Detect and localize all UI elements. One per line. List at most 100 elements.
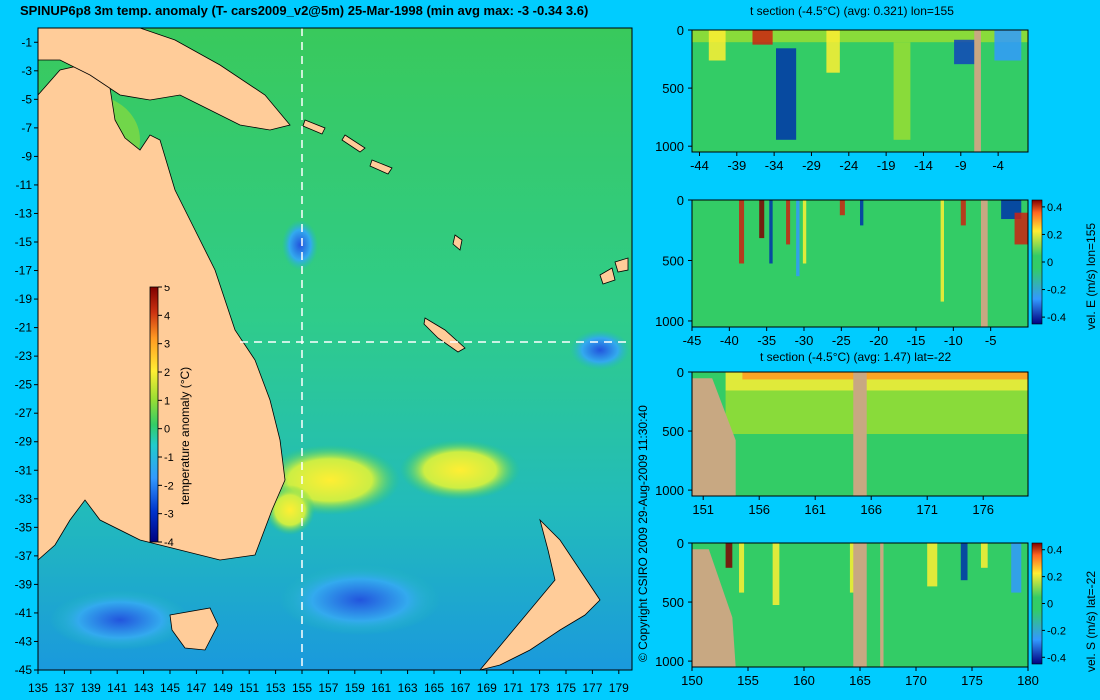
- panel-x-tick: 180: [1017, 673, 1039, 688]
- map-lon-tick: 149: [213, 681, 233, 695]
- map-colorbar-tick: -2: [164, 480, 174, 492]
- panel-x-tick: 151: [692, 502, 714, 517]
- panel-colorbar-tick: -0.2: [1047, 285, 1066, 297]
- panel-x-tick: -35: [757, 333, 776, 348]
- map-lat-tick: -35: [15, 520, 33, 534]
- tasmania-land: [169, 607, 219, 651]
- map-lat-tick: -3: [21, 64, 32, 78]
- panel-y-tick: 500: [662, 424, 684, 439]
- map-colorbar-tick: 2: [164, 367, 170, 379]
- panel-x-tick: -40: [720, 333, 739, 348]
- panel-colorbar-tick: 0.4: [1047, 545, 1062, 557]
- map-colorbar-tick: -4: [164, 537, 174, 549]
- map-lon-tick: 155: [292, 681, 312, 695]
- map-lat-tick: -5: [21, 92, 32, 106]
- panel-4-colorbar-label: vel. S (m/s) lat=-22: [1084, 570, 1098, 672]
- panel-x-tick: -4: [992, 158, 1004, 173]
- map-lat-tick: -11: [16, 178, 33, 192]
- map-lat-tick: -33: [15, 492, 33, 506]
- map-lat-tick: -15: [15, 235, 33, 249]
- panel-x-tick: -14: [914, 158, 933, 173]
- panel-x-tick: 171: [916, 502, 938, 517]
- panel-x-tick: 170: [905, 673, 927, 688]
- map-lat-tick: -45: [15, 663, 33, 677]
- map-lat-tick: -37: [15, 549, 33, 563]
- map-lon-tick: 179: [609, 681, 629, 695]
- map-lat-tick: -17: [15, 264, 33, 278]
- panel-x-tick: 150: [681, 673, 703, 688]
- section-panel-4: 0 500 1000 150 155 160 165 170 175 180 0.4 0.2 0 -0.2…: [655, 536, 1066, 688]
- map-lat-tick: -9: [21, 149, 32, 163]
- panel-x-tick: 165: [849, 673, 871, 688]
- panel-x-tick: 166: [860, 502, 882, 517]
- map-title: SPINUP6p8 3m temp. anomaly (T- cars2009_…: [20, 3, 589, 18]
- map-frame: [37, 27, 633, 671]
- panel-x-tick: -5: [985, 333, 997, 348]
- panel-1-title: t section (-4.5°C) (avg: 0.321) lon=155: [750, 4, 954, 18]
- panel-y-tick: 1000: [655, 483, 684, 498]
- panel-x-tick: -19: [877, 158, 896, 173]
- panel-colorbar-tick: 0: [1047, 257, 1053, 269]
- map-lon-tick: 153: [266, 681, 286, 695]
- panel-colorbar-tick: 0.2: [1047, 572, 1062, 584]
- map-colorbar-tick: 1: [164, 395, 170, 407]
- panel-y-tick: 500: [662, 595, 684, 610]
- panel-colorbar-tick: -0.4: [1047, 312, 1066, 324]
- panel-x-tick: -30: [795, 333, 814, 348]
- map-lat-tick: -23: [15, 349, 33, 363]
- map-lon-tick: 143: [134, 681, 154, 695]
- map-lon-tick: 163: [398, 681, 418, 695]
- map-colorbar-tick: 5: [164, 285, 170, 294]
- section-panel-2: 0 500 1000 -45 -40 -35 -30 -25 -20 -15 -10 -5 0.4 0.2…: [655, 193, 1066, 348]
- panel-x-tick: -20: [869, 333, 888, 348]
- panel-x-tick: -25: [832, 333, 851, 348]
- panel-x-tick: -15: [907, 333, 926, 348]
- panel-x-tick: -29: [802, 158, 821, 173]
- map-colorbar-label: temperature anomaly (°C): [178, 366, 192, 505]
- map-lon-tick: 145: [160, 681, 180, 695]
- map-colorbar-tick: 3: [164, 339, 170, 351]
- panel-x-tick: 156: [748, 502, 770, 517]
- panel-3-title: t section (-4.5°C) (avg: 1.47) lat=-22: [760, 350, 952, 364]
- new-guinea-land: [37, 27, 291, 131]
- panel-x-tick: -44: [690, 158, 709, 173]
- map-lon-tick: 165: [424, 681, 444, 695]
- map-lat-tick: -39: [15, 577, 33, 591]
- map-lat-tick: -13: [15, 206, 33, 220]
- temperature-anomaly-map: -1-3-5-7-9-11-13-15-17-19-21-23-25-27-29…: [15, 27, 633, 695]
- section-panel-1: 0 500 1000 -44 -39 -34 -29 -24 -19 -14 -9 -4: [655, 23, 1029, 173]
- map-lon-tick: 167: [450, 681, 470, 695]
- panel-colorbar-tick: 0.2: [1047, 229, 1062, 241]
- panel-y-tick: 1000: [655, 139, 684, 154]
- section-panel-3: 0 500 1000 151 156 161 166 171 176: [655, 365, 1029, 517]
- map-lon-tick: 147: [186, 681, 206, 695]
- panel-y-tick: 500: [662, 81, 684, 96]
- map-ticks: -1-3-5-7-9-11-13-15-17-19-21-23-25-27-29…: [15, 35, 629, 695]
- map-lon-tick: 157: [318, 681, 338, 695]
- panel-y-tick: 0: [677, 536, 684, 551]
- panel-y-tick: 500: [662, 253, 684, 268]
- panel-x-tick: -24: [839, 158, 858, 173]
- panel-x-tick: -39: [727, 158, 746, 173]
- map-colorbar-tick: 4: [164, 310, 170, 322]
- map-lat-tick: -31: [15, 463, 33, 477]
- panel-x-tick: 155: [737, 673, 759, 688]
- panel-x-tick: 160: [793, 673, 815, 688]
- map-lon-tick: 139: [81, 681, 101, 695]
- map-lon-tick: 169: [477, 681, 497, 695]
- map-lat-tick: -27: [15, 406, 33, 420]
- map-lat-tick: -29: [15, 435, 33, 449]
- map-lon-tick: 137: [54, 681, 74, 695]
- map-lat-tick: -1: [21, 35, 32, 49]
- panel-colorbar-tick: -0.2: [1047, 625, 1066, 637]
- map-lat-tick: -41: [15, 606, 33, 620]
- map-lat-tick: -43: [15, 634, 33, 648]
- map-colorbar-tick: -3: [164, 509, 174, 521]
- panel-y-tick: 0: [677, 193, 684, 208]
- new-zealand-land: [478, 518, 601, 671]
- panel-x-tick: -45: [683, 333, 702, 348]
- panel-x-tick: -9: [955, 158, 967, 173]
- map-lat-tick: -7: [21, 121, 32, 135]
- map-lat-tick: -19: [15, 292, 33, 306]
- panel-x-tick: -34: [765, 158, 784, 173]
